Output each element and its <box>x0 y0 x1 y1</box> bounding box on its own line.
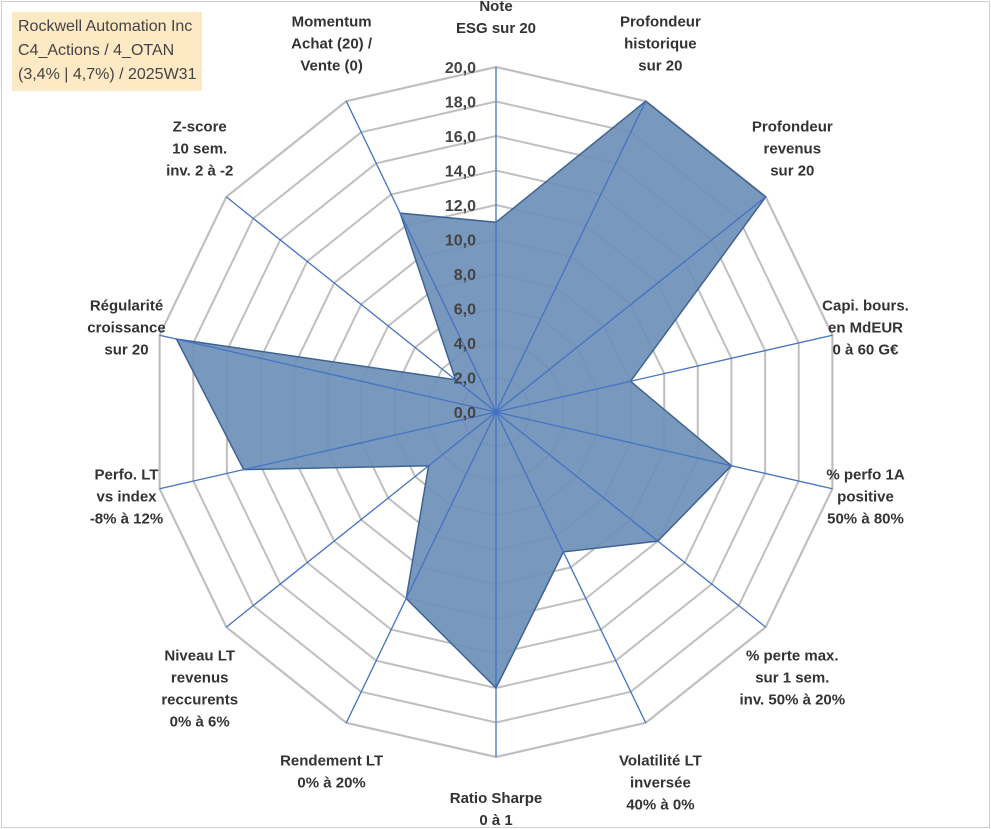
axis-label-line: revenus <box>764 141 822 158</box>
axis-spoke <box>495 411 647 724</box>
axis-label-line: % perfo 1A <box>826 466 905 483</box>
axis-label-line: inversée <box>630 775 691 792</box>
axis-label-line: 40% à 0% <box>626 797 694 814</box>
axis-label: Ratio Sharpe 0 à 1 <box>450 790 543 829</box>
axis-label-line: Vente (0) <box>300 58 363 75</box>
tick-label: 12,0 <box>445 198 476 215</box>
axis-label-line: 0 à 1 <box>479 812 512 829</box>
axis-label-line: ESG sur 20 <box>456 20 536 37</box>
axis-label-line: 0 à 60 G€ <box>833 342 900 359</box>
axis-label-line: Régularité <box>90 298 163 315</box>
axis-label-line: % perte max. <box>746 647 839 664</box>
tick-label: 20,0 <box>445 60 476 77</box>
axis-label-line: Note <box>479 0 512 15</box>
axis-label-line: Volatilité LT <box>619 753 702 770</box>
tick-label: 18,0 <box>445 95 476 112</box>
axis-label-line: 10 sem. <box>172 141 227 158</box>
tick-label: 16,0 <box>445 129 476 146</box>
axis-label: Z-score 10 sem. inv. 2 à -2 <box>166 119 233 180</box>
series-area <box>175 100 767 690</box>
axis-label-line: croissance <box>87 320 165 337</box>
axis-label-line: inv. 50% à 20% <box>739 691 845 708</box>
info-box: Rockwell Automation Inc C4_Actions / 4_O… <box>12 12 203 91</box>
axis-spoke <box>345 100 497 413</box>
axis-label: Momentum Achat (20) / Vente (0) <box>291 14 373 75</box>
axis-spoke <box>495 196 767 413</box>
info-category: C4_Actions / 4_OTAN <box>18 42 175 59</box>
axis-label-line: sur 20 <box>104 342 148 359</box>
axis-label-line: Profondeur <box>620 14 701 31</box>
info-stats: (3,4% | 4,7%) / 2025W31 <box>18 66 197 83</box>
axis-label-line: 0% à 20% <box>297 775 365 792</box>
axis-label-line: inv. 2 à -2 <box>166 163 233 180</box>
axis-label-line: Capi. bours. <box>822 298 909 315</box>
axis-label-line: vs index <box>96 488 157 505</box>
axis-label-line: Perfo. LT <box>95 466 159 483</box>
axis-spoke <box>495 100 647 413</box>
axis-label-line: sur 1 sem. <box>755 669 829 686</box>
axis-label-line: Z-score <box>173 119 227 136</box>
axis-label: % perte max. sur 1 sem. inv. 50% à 20% <box>739 647 845 708</box>
axis-spoke <box>345 411 497 724</box>
axis-spoke <box>495 334 833 413</box>
tick-label: 4,0 <box>454 336 476 353</box>
axis-label-line: sur 20 <box>638 58 682 75</box>
axis-label: Profondeur historique sur 20 <box>620 14 701 75</box>
axis-label-line: historique <box>624 36 697 53</box>
axis-label-line: reccurents <box>161 691 238 708</box>
radar-spokes <box>159 67 833 757</box>
axis-label-line: Profondeur <box>752 119 833 136</box>
axis-label-line: positive <box>837 488 894 505</box>
tick-label: 0,0 <box>454 405 476 422</box>
tick-label: 6,0 <box>454 302 476 319</box>
axis-label-line: Rendement LT <box>280 753 383 770</box>
axis-label: Perfo. LT vs index -8% à 12% <box>90 466 163 527</box>
radar-axis-labels: Note ESG sur 20 Profondeur historique sur 20… <box>87 0 909 829</box>
tick-label: 2,0 <box>454 371 476 388</box>
axis-spoke <box>159 411 497 490</box>
axis-label-line: en MdEUR <box>828 320 903 337</box>
axis-spoke <box>225 411 497 628</box>
axis-label: % perfo 1A positive 50% à 80% <box>826 466 905 527</box>
radar-series <box>175 100 767 690</box>
axis-label-line: -8% à 12% <box>90 510 163 527</box>
axis-spoke <box>159 334 497 413</box>
axis-label-line: 50% à 80% <box>827 510 904 527</box>
axis-spoke <box>495 411 767 628</box>
tick-label: 14,0 <box>445 164 476 181</box>
axis-label-line: Achat (20) / <box>291 36 373 53</box>
radar-ticks: 0,0 2,0 4,0 6,0 8,0 10,0 12,0 14,0 16,0 18,0 20,0 <box>445 60 476 422</box>
axis-label-line: revenus <box>171 669 229 686</box>
axis-spoke <box>495 411 833 490</box>
axis-spoke <box>225 196 497 413</box>
axis-label: Volatilité LT inversée 40% à 0% <box>619 753 702 814</box>
axis-label: Niveau LT revenus reccurents 0% à 6% <box>161 647 238 730</box>
axis-label: Régularité croissance sur 20 <box>87 298 165 359</box>
axis-label: Note ESG sur 20 <box>456 0 536 37</box>
tick-label: 8,0 <box>454 267 476 284</box>
axis-label-line: Momentum <box>292 14 372 31</box>
axis-label-line: 0% à 6% <box>170 713 230 730</box>
axis-label: Capi. bours. en MdEUR 0 à 60 G€ <box>822 298 909 359</box>
axis-label-line: sur 20 <box>770 163 814 180</box>
info-title: Rockwell Automation Inc <box>18 18 193 35</box>
axis-label: Profondeur revenus sur 20 <box>752 119 833 180</box>
axis-label-line: Ratio Sharpe <box>450 790 543 807</box>
axis-label: Rendement LT 0% à 20% <box>280 753 383 792</box>
axis-label-line: Niveau LT <box>164 647 235 664</box>
tick-label: 10,0 <box>445 233 476 250</box>
